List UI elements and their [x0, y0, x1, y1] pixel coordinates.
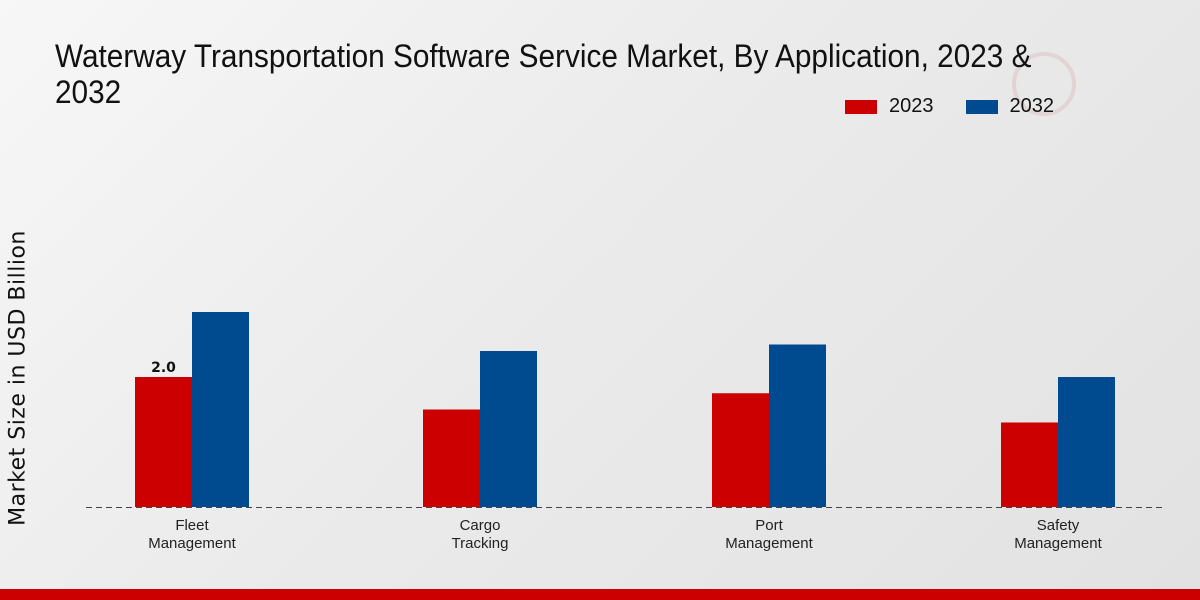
x-tick-label: Management [725, 535, 813, 552]
bottom-accent-bar [0, 589, 1200, 600]
x-tick-label: Fleet [175, 517, 209, 534]
bar-2032-safety-management [1058, 377, 1115, 507]
legend: 2023 2032 [845, 95, 1086, 118]
legend-swatch-2023 [845, 99, 877, 114]
bar-2023-fleet-management [135, 377, 192, 507]
x-tick-label: Port [755, 517, 783, 534]
legend-swatch-2032 [965, 99, 998, 114]
data-label: 2.0 [151, 360, 176, 376]
bar-2032-fleet-management [192, 312, 249, 507]
legend-label-2023: 2023 [889, 95, 934, 117]
bar-2023-port-management [712, 393, 769, 507]
x-tick-label: Cargo [460, 517, 501, 534]
bar-2032-port-management [769, 344, 826, 507]
x-tick-label: Safety [1037, 517, 1080, 534]
x-tick-label: Tracking [452, 535, 509, 552]
legend-label-2032: 2032 [1009, 95, 1055, 117]
chart-title: Waterway Transportation Software Service… [55, 38, 1032, 110]
x-tick-label: Management [148, 535, 236, 552]
watermark-logo [1012, 52, 1076, 116]
legend-item-2023: 2023 [845, 95, 934, 118]
legend-item-2032: 2032 [965, 95, 1055, 118]
bar-2023-safety-management [1001, 422, 1058, 507]
bar-2023-cargo-tracking [423, 409, 480, 507]
x-tick-label: Management [1014, 535, 1102, 552]
bar-2032-cargo-tracking [480, 351, 537, 507]
